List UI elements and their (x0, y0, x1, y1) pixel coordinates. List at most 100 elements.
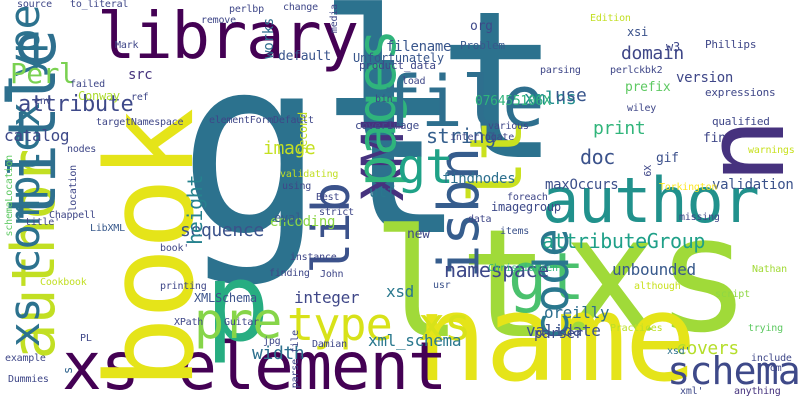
cloud-word: eval (274, 211, 302, 225)
cloud-word: pre (194, 292, 282, 350)
cloud-word: validation (712, 177, 794, 193)
cloud-word: Best (316, 192, 340, 203)
cloud-word: change (283, 2, 318, 13)
cloud-word: foreach (507, 192, 548, 203)
cloud-word: data (468, 214, 492, 225)
cloud-word: book' (160, 243, 190, 254)
cloud-word: xsd' (667, 346, 691, 357)
cloud-word: load (402, 76, 426, 87)
cloud-word: although (634, 281, 681, 292)
cloud-word: gt (178, 5, 468, 290)
cloud-word: attributeGroup (542, 229, 705, 253)
cloud-word: type xs (287, 298, 471, 351)
cloud-word: s (61, 367, 75, 374)
cloud-word: version (676, 70, 734, 86)
cloud-word: title' (25, 217, 60, 228)
cloud-word: missing (679, 212, 720, 223)
cloud-word: attribute (18, 92, 134, 117)
cloud-word: sequence (180, 220, 264, 241)
cloud-word: example (5, 353, 46, 364)
cloud-word: nodes (67, 144, 97, 155)
cloud-word: ref (131, 92, 149, 103)
cloud-word: anything (734, 386, 781, 397)
cloud-word: Unfortunately (353, 51, 444, 65)
cloud-word: namespace (444, 258, 549, 282)
cloud-word: n (681, 120, 800, 185)
cloud-word: utf (369, 183, 396, 201)
cloud-word: xs element (62, 328, 447, 400)
cloud-word: items (500, 226, 530, 237)
cloud-word: validating (280, 169, 339, 180)
cloud-word: parser (534, 326, 583, 342)
cloud-word: schema (667, 349, 800, 393)
cloud-word: Chappell (49, 210, 96, 221)
cloud-word: Edition (590, 13, 631, 24)
cloud-word: Perl (10, 57, 76, 90)
cloud-word: trying (748, 323, 783, 334)
cloud-word: printing (160, 281, 207, 292)
cloud-word: library (97, 0, 359, 74)
cloud-word: Tom (764, 363, 782, 374)
cloud-word: string (426, 124, 496, 148)
cloud-word: finding (269, 268, 310, 279)
cloud-word: filename (386, 39, 452, 55)
cloud-word: instance (290, 252, 337, 263)
cloud-word: integer (294, 288, 360, 307)
cloud-word: bin (375, 94, 393, 105)
cloud-word: lt (372, 198, 550, 372)
cloud-word: warnings (748, 145, 795, 156)
cloud-word: Guitar (224, 317, 259, 328)
cloud-word: doc (580, 145, 615, 169)
cloud-word: works (261, 18, 277, 59)
cloud-word: unbounded (612, 260, 696, 279)
cloud-word: Conway (78, 89, 120, 103)
cloud-word: height (183, 175, 207, 245)
cloud-word: width (252, 343, 305, 364)
cloud-word: Torkington (659, 182, 718, 193)
cloud-word: p (205, 241, 270, 366)
cloud-word: Christiansen (488, 263, 558, 274)
cloud-word: prefix (625, 80, 671, 95)
cloud-word: LibXML (90, 223, 125, 234)
cloud-word: src (128, 67, 153, 83)
cloud-word: Phillips (705, 38, 757, 51)
cloud-word: oreilly (544, 303, 610, 322)
cloud-word: Problem (460, 39, 505, 52)
cloud-word: 076455106X (475, 94, 551, 109)
cloud-word: parse_file (290, 330, 301, 389)
cloud-word: author (542, 164, 760, 237)
cloud-word: fine (703, 131, 734, 146)
cloud-word: encoding (270, 214, 336, 230)
cloud-word: jpg (263, 336, 281, 347)
cloud-word: perlbp (229, 4, 264, 15)
cloud-word: coverImage (355, 119, 420, 132)
cloud-word: perlckbk2 (610, 65, 663, 76)
cloud-word: wiley (627, 103, 657, 114)
cloud-word: expressions (705, 86, 776, 99)
cloud-word: org (470, 19, 493, 34)
cloud-word: media (329, 4, 340, 34)
cloud-word: to_literal (70, 0, 129, 10)
cloud-word: script (715, 289, 750, 300)
cloud-word: failed (70, 79, 105, 90)
cloud-word: catalog (4, 126, 70, 145)
cloud-word: Cookbook (40, 277, 87, 288)
cloud-word: xml_schema (368, 331, 462, 350)
cloud-word: env (34, 96, 52, 107)
cloud-word: domain (621, 43, 684, 64)
cloud-word: gif (656, 151, 679, 166)
cloud-word: maxOccurs (545, 177, 619, 193)
cloud-word: XMLSchema (194, 291, 257, 305)
cloud-word: name (415, 270, 697, 400)
cloud-word: product_data (359, 59, 436, 72)
cloud-word: schemaLocation (4, 155, 15, 237)
cloud-word: usr (433, 280, 451, 291)
cloud-word: xml' (680, 386, 704, 397)
cloud-word: 6X (643, 165, 654, 177)
cloud-word: print (593, 118, 646, 139)
cloud-word: image (263, 138, 316, 159)
cloud-word: covers (676, 338, 739, 359)
cloud-word: Nathan (752, 264, 787, 275)
cloud-word: Damian (312, 339, 347, 350)
cloud-word: John (320, 269, 344, 280)
